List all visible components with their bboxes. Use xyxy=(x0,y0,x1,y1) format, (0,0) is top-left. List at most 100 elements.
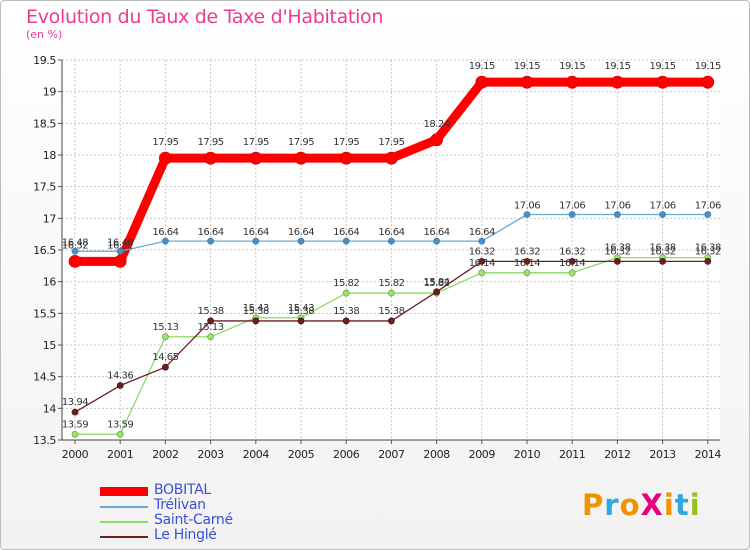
data-point-trelivan xyxy=(614,211,621,218)
legend-label-bobital: BOBITAL xyxy=(154,482,211,498)
data-point-bobital xyxy=(430,133,444,147)
data-label-bobital: 19.15 xyxy=(604,61,630,72)
data-label-bobital: 16.32 xyxy=(62,240,88,251)
data-point-bobital xyxy=(656,75,669,89)
data-point-trelivan xyxy=(297,237,305,245)
data-point-trelivan xyxy=(478,237,486,245)
data-label-le-hingle: 16.32 xyxy=(514,246,540,257)
data-label-bobital: 17.95 xyxy=(198,137,224,148)
data-point-le-hingle xyxy=(568,257,576,265)
data-point-trelivan xyxy=(387,237,395,245)
logo-letter: P xyxy=(582,488,605,522)
x-tick-label: 2010 xyxy=(514,448,541,461)
y-tick-label: 18.5 xyxy=(33,117,56,130)
data-point-saint-carne xyxy=(523,269,531,277)
data-point-trelivan xyxy=(161,237,169,245)
data-point-le-hingle xyxy=(161,363,169,371)
x-tick-label: 2005 xyxy=(288,448,315,461)
data-point-trelivan xyxy=(704,211,712,218)
data-label-saint-carne: 16.38 xyxy=(695,243,721,254)
data-point-saint-carne xyxy=(342,289,350,297)
data-point-trelivan xyxy=(116,247,124,255)
data-point-saint-carne xyxy=(478,269,486,277)
data-point-le-hingle xyxy=(297,317,305,325)
data-label-trelivan: 17.06 xyxy=(695,201,721,212)
data-point-bobital xyxy=(249,151,263,165)
data-point-bobital xyxy=(475,75,489,89)
data-point-trelivan xyxy=(207,237,215,245)
data-label-le-hingle: 15.38 xyxy=(288,306,314,317)
data-point-bobital xyxy=(565,75,579,89)
y-tick-label: 16 xyxy=(43,276,57,289)
data-label-bobital: 17.95 xyxy=(378,137,404,148)
data-point-saint-carne xyxy=(568,269,576,277)
data-label-saint-carne: 16.38 xyxy=(604,243,630,254)
legend-item-trelivan: Trélivan xyxy=(100,497,300,514)
logo-letter: i xyxy=(663,488,675,522)
data-labels-layer: 16.32 16.32 17.95 17.95 17.95 17.95 17.95 17.95… xyxy=(62,61,722,430)
x-tick-label: 2011 xyxy=(559,448,585,461)
data-label-saint-carne: 16.38 xyxy=(650,243,676,254)
y-tick-label: 19 xyxy=(43,86,57,99)
data-label-saint-carne: 15.13 xyxy=(152,322,178,333)
data-label-saint-carne: 13.59 xyxy=(107,419,133,430)
y-tick-label: 15 xyxy=(43,339,57,352)
data-label-trelivan: 17.06 xyxy=(604,201,630,212)
x-tick-label: 2007 xyxy=(378,448,405,461)
data-point-le-hingle xyxy=(478,257,486,265)
data-point-trelivan xyxy=(659,211,666,218)
logo-letter: o xyxy=(619,488,641,522)
logo-letter: r xyxy=(604,488,620,522)
y-tick-label: 17 xyxy=(43,212,57,225)
y-tick-label: 19.5 xyxy=(33,54,56,67)
logo-letter: t xyxy=(674,488,690,522)
data-label-bobital: 17.95 xyxy=(152,137,178,148)
data-label-trelivan: 17.06 xyxy=(559,201,585,212)
chart-title: Evolution du Taux de Taxe d'Habitation xyxy=(26,6,384,28)
grid-lines xyxy=(62,59,720,441)
y-tick-label: 14 xyxy=(43,402,57,415)
y-tick-label: 15.5 xyxy=(33,307,56,320)
data-label-le-hingle: 15.38 xyxy=(378,306,404,317)
data-point-bobital xyxy=(68,254,82,268)
data-point-le-hingle xyxy=(71,408,79,416)
data-label-le-hingle: 13.94 xyxy=(62,397,88,408)
logo-letter: i xyxy=(689,488,701,522)
data-label-saint-carne: 16.14 xyxy=(559,258,585,269)
data-point-trelivan xyxy=(342,237,350,245)
data-point-trelivan xyxy=(71,247,79,255)
legend-label-le-hingle: Le Hinglé xyxy=(154,527,217,543)
data-point-le-hingle xyxy=(523,257,531,265)
data-point-saint-carne xyxy=(71,430,79,438)
data-label-trelivan: 16.64 xyxy=(152,227,178,238)
data-point-le-hingle xyxy=(116,382,124,389)
data-label-le-hingle: 15.84 xyxy=(424,277,450,288)
data-point-bobital xyxy=(339,151,353,165)
data-label-bobital: 19.15 xyxy=(650,61,676,72)
x-tick-label: 2012 xyxy=(604,448,630,461)
data-label-saint-carne: 16.14 xyxy=(469,258,495,269)
data-label-saint-carne: 15.43 xyxy=(288,303,314,314)
data-label-le-hingle: 16.32 xyxy=(695,246,721,257)
x-tick-label: 2006 xyxy=(333,448,360,461)
data-label-le-hingle: 14.65 xyxy=(152,352,178,363)
x-tick-label: 2004 xyxy=(243,448,270,461)
data-point-le-hingle xyxy=(433,288,441,296)
axes: 13.5 14 14.5 15 15.5 16 16.5 17 17.5 18 18.5 19 19.5… xyxy=(33,54,722,461)
data-label-le-hingle: 16.32 xyxy=(650,246,676,257)
data-label-bobital: 17.95 xyxy=(243,137,269,148)
data-point-le-hingle xyxy=(252,317,260,325)
data-label-trelivan: 16.48 xyxy=(62,237,88,248)
data-point-trelivan xyxy=(433,237,441,245)
x-tick-label: 2001 xyxy=(107,448,133,461)
data-point-bobital xyxy=(520,75,534,89)
data-label-saint-carne: 15.82 xyxy=(424,278,450,289)
x-tick-label: 2014 xyxy=(695,448,722,461)
y-tick-label: 17.5 xyxy=(33,181,56,194)
data-point-trelivan xyxy=(252,237,260,245)
data-point-le-hingle xyxy=(704,257,712,265)
data-point-bobital xyxy=(294,151,308,165)
legend-swatch-bobital xyxy=(100,487,148,496)
data-label-saint-carne: 13.59 xyxy=(62,419,88,430)
